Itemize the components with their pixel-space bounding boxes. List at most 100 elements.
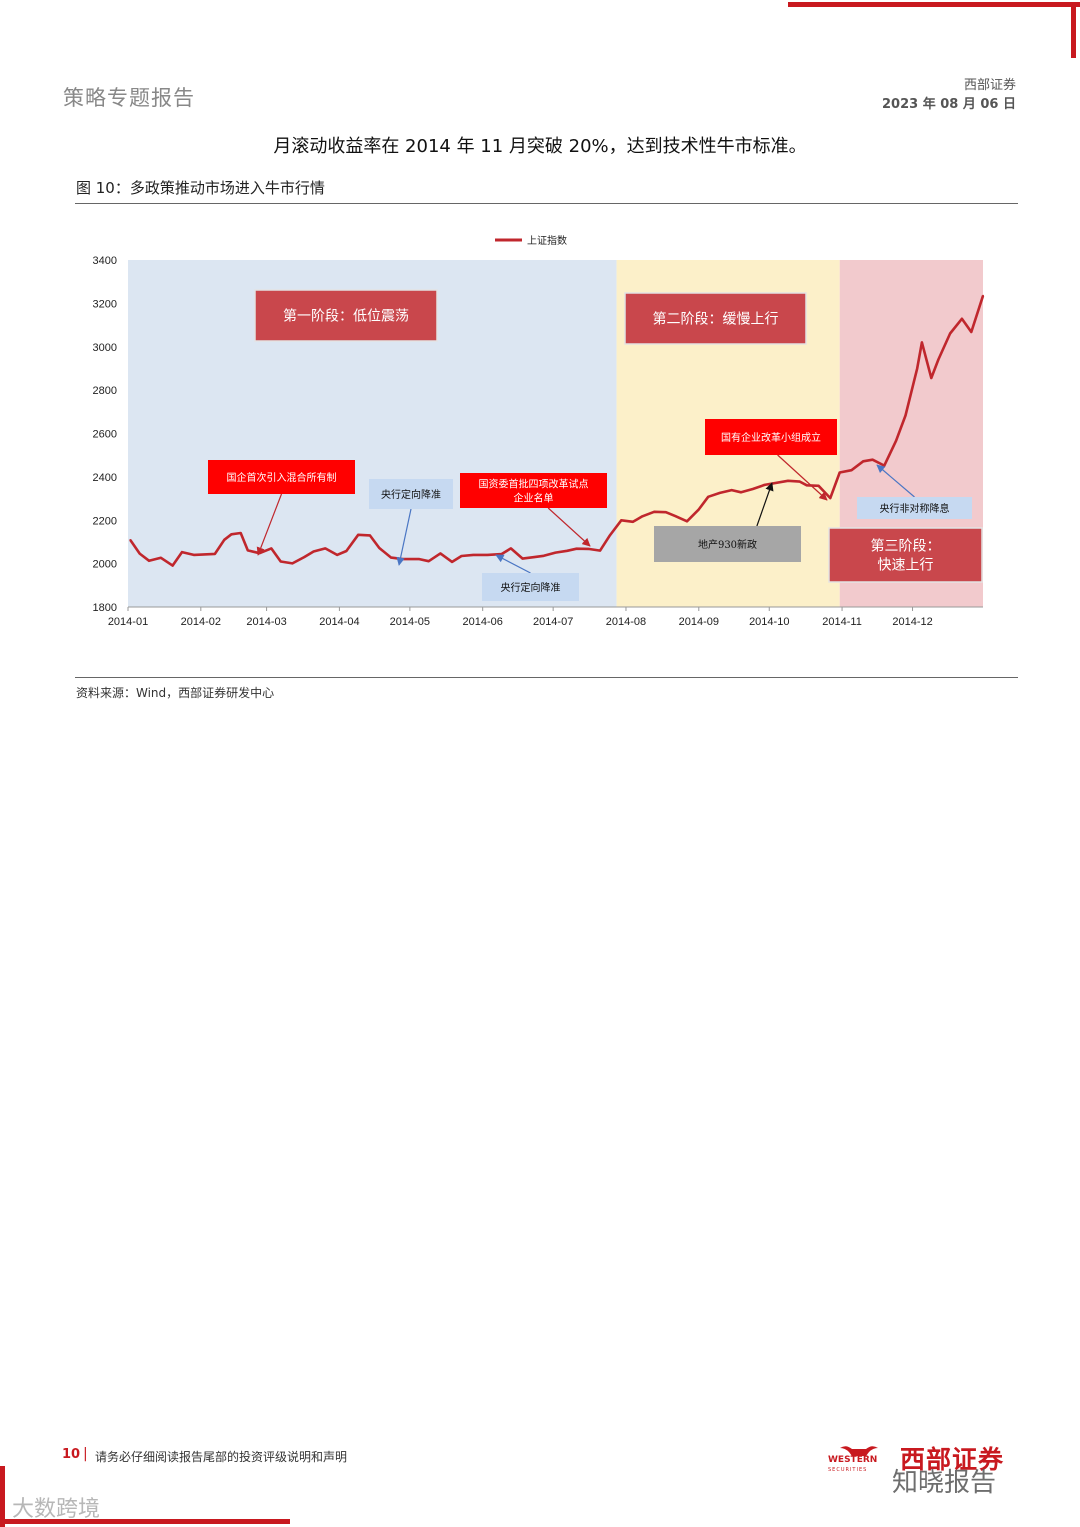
series-point bbox=[460, 555, 463, 558]
series-point bbox=[390, 556, 393, 559]
annotation-arrow-5 bbox=[756, 482, 774, 527]
y-tick-label: 2000 bbox=[93, 559, 117, 571]
footer-disclaimer: 请务必仔细阅读报告尾部的投资评级说明和声明 bbox=[95, 1450, 348, 1464]
x-tick-label: 2014-03 bbox=[246, 616, 286, 628]
series-point bbox=[883, 464, 886, 467]
series-point bbox=[181, 551, 184, 554]
y-tick-label: 1800 bbox=[93, 602, 117, 614]
annotation-box-7 bbox=[857, 497, 972, 519]
series-point bbox=[270, 547, 273, 550]
figure-source: 资料来源：Wind，西部证券研发中心 bbox=[76, 686, 275, 700]
x-tick-label: 2014-07 bbox=[533, 616, 573, 628]
annotation-text-2: 央行定向降准 bbox=[381, 488, 441, 501]
series-point bbox=[486, 553, 489, 556]
report-type-title: 策略专题报告 bbox=[63, 86, 195, 110]
series-point bbox=[916, 367, 919, 370]
phase-label-text-2: 第二阶段：缓慢上行 bbox=[653, 311, 779, 328]
series-point bbox=[575, 547, 578, 550]
y-tick-label: 2600 bbox=[93, 429, 117, 441]
series-point bbox=[707, 495, 710, 498]
top-red-bar bbox=[788, 2, 1080, 7]
annotation-text-6: 国有企业改革小组成立 bbox=[721, 431, 821, 444]
series-point bbox=[129, 538, 132, 541]
figure-title: 图 10：多政策推动市场进入牛市行情 bbox=[76, 179, 325, 197]
watermark-left: 大数跨境 bbox=[12, 1497, 101, 1522]
phase-label-box-3 bbox=[828, 527, 983, 583]
series-point bbox=[829, 497, 832, 500]
series-point bbox=[279, 560, 282, 563]
series-point bbox=[159, 556, 162, 559]
x-tick-label: 2014-06 bbox=[462, 616, 502, 628]
series-point bbox=[230, 533, 233, 536]
top-red-vertical-bar bbox=[1071, 2, 1076, 58]
x-tick-label: 2014-02 bbox=[181, 616, 221, 628]
annotation-text-4: 企业名单 bbox=[514, 492, 554, 505]
series-point bbox=[291, 562, 294, 565]
annotation-text-7: 央行非对称降息 bbox=[880, 502, 950, 515]
series-point bbox=[805, 484, 808, 487]
series-point bbox=[303, 556, 306, 559]
series-point bbox=[223, 538, 226, 541]
series-point bbox=[904, 414, 907, 417]
series-point bbox=[239, 532, 242, 535]
phase-label-box-1 bbox=[254, 289, 438, 342]
series-point bbox=[937, 358, 940, 361]
series-point bbox=[697, 508, 700, 511]
series-point bbox=[949, 332, 952, 335]
series-point bbox=[718, 491, 721, 494]
series-point bbox=[817, 484, 820, 487]
y-tick-label: 3000 bbox=[93, 342, 117, 354]
series-line-shanghai-index bbox=[129, 295, 985, 567]
series-point bbox=[664, 511, 667, 514]
series-point bbox=[246, 549, 249, 552]
series-point bbox=[521, 557, 524, 560]
series-point bbox=[838, 471, 841, 474]
x-tick-label: 2014-12 bbox=[892, 616, 932, 628]
bull-logo-icon bbox=[840, 1446, 878, 1456]
series-point bbox=[324, 547, 327, 550]
series-point bbox=[439, 552, 442, 555]
annotation-text-3: 央行定向降准 bbox=[501, 581, 561, 594]
logo-english: WESTERN bbox=[828, 1455, 878, 1465]
series-point bbox=[336, 553, 339, 556]
series-point bbox=[960, 317, 963, 320]
series-point bbox=[599, 549, 602, 552]
y-tick-label: 2400 bbox=[93, 472, 117, 484]
annotation-arrow-7 bbox=[876, 464, 915, 498]
y-tick-label: 3400 bbox=[93, 255, 117, 267]
series-point bbox=[920, 341, 923, 344]
series-point bbox=[312, 550, 315, 553]
y-tick-label: 2800 bbox=[93, 385, 117, 397]
header-company: 西部证券 bbox=[963, 78, 1016, 93]
annotation-box-2 bbox=[369, 479, 453, 509]
x-tick-label: 2014-05 bbox=[390, 616, 430, 628]
y-tick-label: 3200 bbox=[93, 298, 117, 310]
series-point bbox=[730, 489, 733, 492]
series-point bbox=[862, 460, 865, 463]
series-point bbox=[871, 458, 874, 461]
series-point bbox=[850, 469, 853, 472]
x-tick-label: 2014-04 bbox=[319, 616, 359, 628]
annotation-text-5: 地产930新政 bbox=[698, 538, 757, 551]
footer-separator: | bbox=[83, 1446, 88, 1462]
figure-bottom-rule bbox=[75, 677, 1018, 678]
annotation-text-1: 国企首次引入混合所有制 bbox=[227, 471, 337, 484]
series-point bbox=[751, 488, 754, 491]
x-tick-label: 2014-08 bbox=[606, 616, 646, 628]
series-point bbox=[418, 558, 421, 561]
logo-english-sub: SECURITIES bbox=[828, 1467, 868, 1473]
series-point bbox=[500, 553, 503, 556]
series-point bbox=[378, 547, 381, 550]
series-point bbox=[653, 510, 656, 513]
bottom-red-bar bbox=[0, 1519, 290, 1524]
annotation-box-1 bbox=[208, 460, 355, 494]
annotation-text-4: 国资委首批四项改革试点 bbox=[479, 478, 589, 491]
series-point bbox=[587, 547, 590, 550]
series-point bbox=[451, 560, 454, 563]
series-point bbox=[542, 554, 545, 557]
series-point bbox=[509, 547, 512, 550]
phase-label-text-1: 第一阶段：低位震荡 bbox=[283, 308, 409, 325]
annotation-box-6 bbox=[705, 419, 837, 455]
series-point bbox=[213, 552, 216, 555]
series-point bbox=[192, 553, 195, 556]
